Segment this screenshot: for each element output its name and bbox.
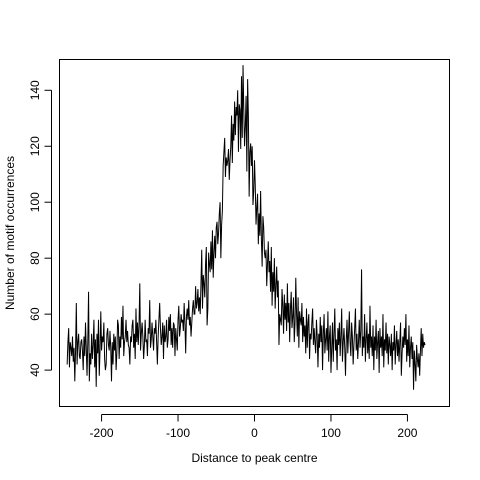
x-axis-title: Distance to peak centre (191, 451, 317, 465)
x-tick-label: 0 (251, 426, 258, 440)
x-tick-label: -200 (90, 426, 114, 440)
y-tick-label: 120 (28, 136, 42, 156)
y-tick-label: 140 (28, 80, 42, 100)
y-axis-title: Number of motif occurrences (3, 156, 17, 310)
x-tick-label: 200 (397, 426, 417, 440)
plot-area-frame (59, 59, 450, 407)
x-tick-label: -100 (166, 426, 190, 440)
y-tick-label: 100 (28, 192, 42, 212)
y-tick-label: 40 (28, 363, 42, 377)
y-tick-label: 80 (28, 251, 42, 265)
x-tick-label: 100 (321, 426, 341, 440)
y-axis: 40 60 80 100 120 140 (28, 80, 52, 377)
series-line (66, 65, 426, 390)
x-axis: -200 -100 0 100 200 (90, 414, 418, 440)
y-tick-label: 60 (28, 307, 42, 321)
